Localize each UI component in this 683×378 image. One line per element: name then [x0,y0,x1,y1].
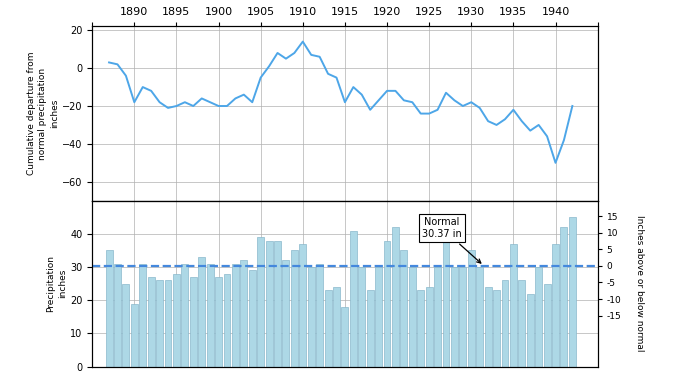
Bar [443,227,449,367]
Bar [249,270,255,367]
Y-axis label: Inches above or below normal: Inches above or below normal [635,215,644,352]
Y-axis label: Cumulative departure from
normal precipitation
inches: Cumulative departure from normal precipi… [27,52,59,175]
Bar [342,307,348,367]
Bar [510,244,517,367]
Bar [384,240,391,367]
Bar [535,267,542,367]
Bar [409,267,416,367]
Bar [139,264,146,367]
Bar [122,284,129,367]
Bar [367,290,374,367]
Bar [299,244,306,367]
Bar [240,260,247,367]
Bar [434,267,441,367]
Bar [501,280,508,367]
Bar [324,290,331,367]
Text: Normal
30.37 in: Normal 30.37 in [422,217,481,263]
Bar [392,227,399,367]
Bar [426,287,432,367]
Bar [333,287,340,367]
Bar [460,267,466,367]
Bar [232,264,239,367]
Bar [266,240,273,367]
Bar [173,274,180,367]
Bar [400,251,407,367]
Bar [182,264,189,367]
Bar [283,260,290,367]
Bar [552,244,559,367]
Bar [485,287,492,367]
Bar [257,237,264,367]
Bar [131,304,138,367]
Bar [359,267,365,367]
Bar [156,280,163,367]
Y-axis label: Precipitation
inches: Precipitation inches [46,255,68,312]
Bar [561,227,568,367]
Bar [527,294,533,367]
Bar [215,277,222,367]
Bar [493,290,500,367]
Bar [114,264,121,367]
Bar [451,267,458,367]
Bar [274,240,281,367]
Bar [350,231,357,367]
Bar [518,280,525,367]
Bar [417,290,424,367]
Bar [291,251,298,367]
Bar [223,274,230,367]
Bar [375,267,382,367]
Bar [316,264,323,367]
Bar [468,251,475,367]
Bar [476,267,483,367]
Bar [308,267,315,367]
Bar [190,277,197,367]
Bar [106,251,113,367]
Bar [569,217,576,367]
Bar [198,257,205,367]
Bar [544,284,550,367]
Bar [207,264,214,367]
Bar [148,277,154,367]
Bar [165,280,171,367]
